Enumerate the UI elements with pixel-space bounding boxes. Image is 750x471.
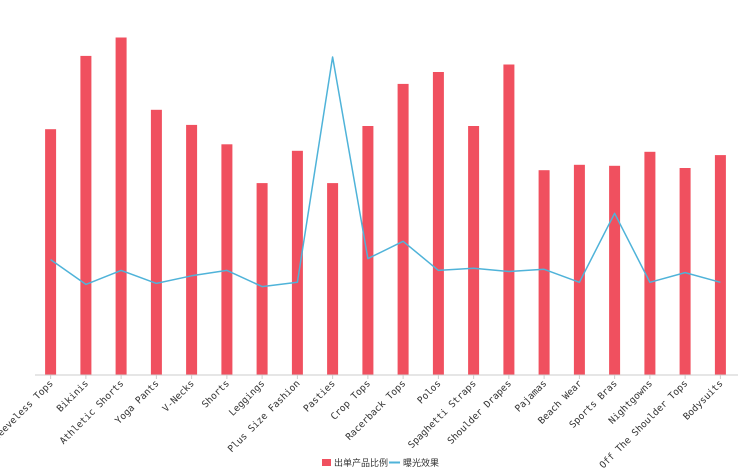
x-tick-label: Shoulder Drapes: [446, 378, 514, 446]
x-tick-label: Bikinis: [55, 378, 91, 414]
legend-label-bar: 出单产品比例: [334, 457, 388, 469]
legend[interactable]: 出单产品比例 曝光效果: [322, 457, 439, 469]
bar: [327, 183, 339, 375]
bar: [115, 37, 127, 375]
legend-label-line: 曝光效果: [403, 457, 439, 469]
bar: [503, 64, 515, 375]
x-tick-label: Spaghetti Straps: [406, 378, 478, 450]
bar: [362, 126, 374, 375]
bar: [291, 150, 303, 376]
bar: [45, 129, 57, 375]
bar: [468, 126, 480, 375]
bar: [397, 83, 409, 376]
x-tick-label: Shorts: [200, 378, 232, 410]
bar: [221, 144, 233, 375]
bar: [432, 72, 444, 375]
bar: [538, 170, 550, 375]
bar: [186, 124, 198, 376]
x-tick-label: Athletic Shorts: [58, 378, 126, 446]
x-tick-label: Racerback Tops: [344, 378, 408, 442]
legend-item-bar[interactable]: 出单产品比例: [322, 457, 388, 469]
x-tick-label: V-Necks: [161, 378, 197, 414]
x-tick-label: Pasties: [302, 378, 338, 414]
legend-item-line[interactable]: 曝光效果: [389, 457, 439, 469]
bar: [150, 109, 162, 376]
line-series: [50, 56, 721, 288]
x-tick-label: Sleeveless Tops: [0, 378, 56, 446]
x-tick-label: Pajamas: [513, 378, 549, 414]
series-line: [50, 56, 721, 288]
bar-series: [45, 37, 726, 376]
x-tick-label: Plus Size Fashion: [226, 378, 303, 455]
legend-swatch-bar: [322, 459, 331, 466]
x-axis-ticks: [50, 375, 721, 379]
bar: [609, 165, 621, 375]
bar: [256, 183, 268, 375]
bar: [714, 155, 726, 375]
bar: [679, 168, 691, 375]
bar: [80, 55, 92, 376]
bar: [573, 164, 585, 375]
bar: [644, 151, 656, 375]
x-tick-label: Polos: [415, 378, 443, 406]
